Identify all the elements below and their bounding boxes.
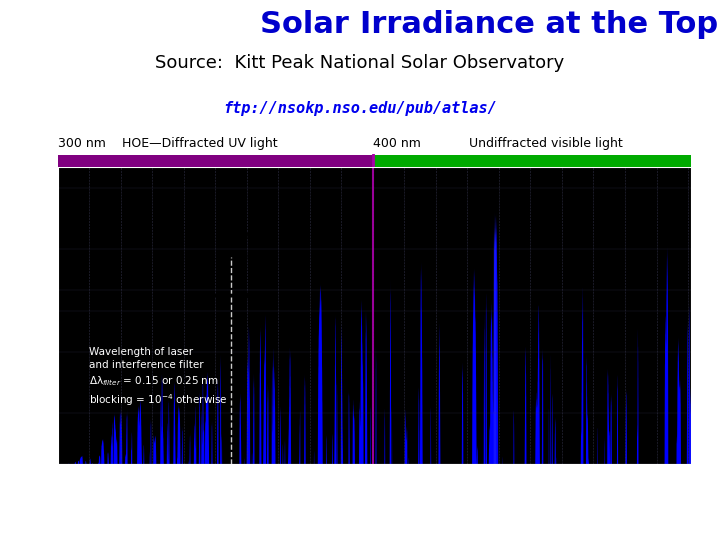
Text: 160 μW/cm²·nm: 160 μW/cm²·nm [189, 252, 273, 261]
Text: Wavelength of laser
and interference filter
Δλ$_{filter}$ = 0.15 or 0.25 nm
bloc: Wavelength of laser and interference fil… [89, 347, 228, 408]
Text: Undiffracted visible light: Undiffracted visible light [469, 137, 623, 150]
Text: Solar: Solar [261, 10, 360, 39]
Text: 355 nm: 355 nm [208, 231, 254, 241]
Text: HOE—Diffracted UV light: HOE—Diffracted UV light [122, 137, 277, 150]
Bar [373, 154, 691, 167]
Text: ftp://nsokp.nso.edu/pub/atlas/: ftp://nsokp.nso.edu/pub/atlas/ [223, 100, 497, 116]
Text: 400 nm: 400 nm [373, 137, 420, 150]
Text: Source:  Kitt Peak National Solar Observatory: Source: Kitt Peak National Solar Observa… [156, 54, 564, 72]
Text: Irradiance at the Top of Earth’s Atmosphere: Irradiance at the Top of Earth’s Atmosph… [360, 10, 720, 39]
Text: 300 nm: 300 nm [58, 137, 105, 150]
Bar [58, 154, 373, 167]
